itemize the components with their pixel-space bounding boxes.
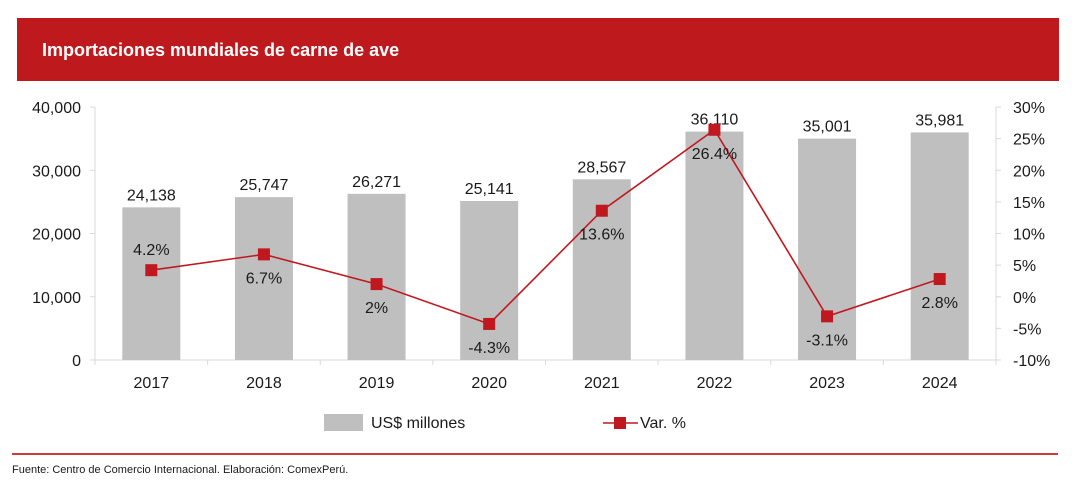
line-series [145, 123, 946, 330]
line-value-label: 13.6% [579, 227, 624, 244]
right-axis-tick-label: 25% [1013, 132, 1045, 149]
variation-line [151, 128, 940, 325]
bar [798, 138, 857, 360]
bar-value-label: 35,001 [803, 119, 852, 136]
bar-value-label: 28,567 [577, 159, 626, 176]
x-axis-tick-label: 2021 [584, 375, 620, 392]
legend-bar-swatch [324, 414, 363, 431]
line-value-label: 2.8% [921, 295, 957, 312]
right-axis-tick-label: 0% [1013, 290, 1036, 307]
bar [234, 197, 293, 360]
bar-value-label: 24,138 [127, 187, 176, 204]
line-value-label: -4.3% [468, 340, 510, 357]
left-axis-tick-label: 30,000 [32, 163, 81, 180]
legend: US$ millones Var. % [324, 414, 686, 432]
footer-divider [12, 453, 1058, 455]
bar-value-label: 25,141 [465, 181, 514, 198]
x-axis-tick-label: 2020 [471, 375, 507, 392]
x-axis-tick-label: 2024 [922, 375, 958, 392]
source-note: Fuente: Centro de Comercio Internacional… [12, 464, 349, 476]
axes: 0 10,000 20,000 30,000 40,000 -10% -5% 0% 5% 10% 1… [32, 100, 1050, 392]
line-marker [595, 204, 608, 217]
left-axis-tick-label: 10,000 [32, 290, 81, 307]
line-value-label: -3.1% [806, 332, 848, 349]
legend-line-marker [614, 417, 626, 429]
bar [910, 132, 969, 360]
bar [685, 131, 744, 360]
legend-line-label: Var. % [640, 415, 686, 432]
right-axis-tick-label: 20% [1013, 163, 1045, 180]
line-value-label: 6.7% [246, 270, 282, 287]
line-value-label: 4.2% [133, 242, 169, 259]
bar-value-label: 36,110 [691, 112, 739, 129]
right-axis-tick-label: 30% [1013, 100, 1045, 117]
x-axis-tick-label: 2023 [809, 375, 845, 392]
bar [460, 200, 519, 360]
x-axis-tick-label: 2019 [359, 375, 395, 392]
x-axis-tick-label: 2017 [134, 375, 170, 392]
title-bar: Importaciones mundiales de carne de ave [17, 18, 1059, 81]
line-labels: 4.2% 6.7% 2% -4.3% 13.6% 26.4% -3.1% 2.8% [133, 146, 958, 357]
line-value-label: 26.4% [692, 146, 737, 163]
x-axis-tick-label: 2022 [697, 375, 733, 392]
line-marker [933, 273, 946, 286]
line-value-label: 2% [365, 300, 388, 317]
left-axis-tick-label: 0 [72, 353, 81, 370]
left-axis-tick-label: 40,000 [32, 100, 81, 117]
line-marker [370, 278, 383, 291]
bar-value-label: 26,271 [352, 174, 401, 191]
x-axis-tick-label: 2018 [246, 375, 282, 392]
right-axis-tick-label: 5% [1013, 258, 1036, 275]
line-marker [145, 264, 158, 277]
right-axis-tick-label: -5% [1013, 321, 1041, 338]
line-marker [483, 317, 496, 330]
right-axis-tick-label: -10% [1013, 353, 1050, 370]
left-axis-tick-label: 20,000 [32, 227, 81, 244]
bar [122, 207, 181, 360]
bar-value-label: 35,981 [915, 112, 964, 129]
chart-title: Importaciones mundiales de carne de ave [42, 40, 400, 60]
legend-bar-label: US$ millones [371, 415, 465, 432]
bar [347, 193, 406, 360]
right-axis-tick-label: 10% [1013, 227, 1045, 244]
bars-series [122, 131, 969, 360]
line-marker [821, 310, 834, 323]
line-marker [257, 248, 270, 261]
bar-labels: 24,138 25,747 26,271 25,141 28,567 36,110 35,0… [127, 112, 964, 205]
line-marker [708, 123, 721, 136]
bar-value-label: 25,747 [239, 177, 288, 194]
right-axis-tick-label: 15% [1013, 195, 1045, 212]
